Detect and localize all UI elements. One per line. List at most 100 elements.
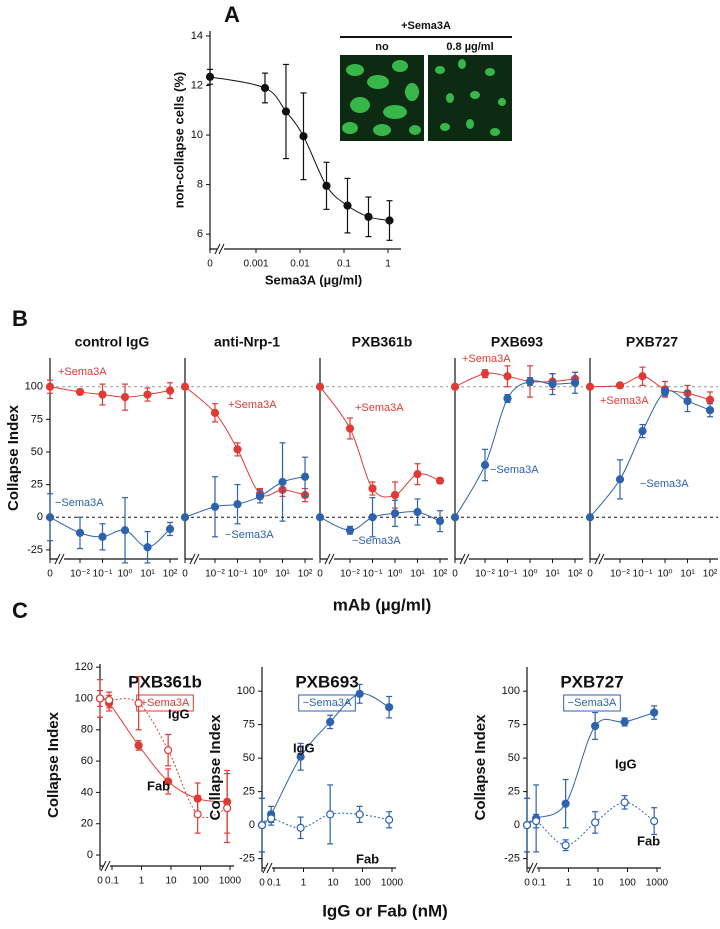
data-point	[233, 500, 242, 509]
x-tick-label: 10¹	[275, 569, 290, 580]
y-tick-label: 120	[75, 661, 93, 673]
chart-title: PXB727	[626, 334, 678, 350]
y-axis-label: non-collapse cells (%)	[171, 72, 186, 209]
axis-break	[327, 554, 334, 564]
data-point	[650, 708, 659, 717]
data-point	[480, 460, 490, 470]
data-point	[435, 476, 445, 485]
x-tick-label: 1	[139, 876, 145, 887]
x-tick-label: 0	[182, 569, 188, 580]
y-tick-label: 50	[508, 752, 520, 764]
data-point	[315, 382, 325, 391]
data-point	[120, 393, 130, 402]
data-point	[45, 382, 55, 391]
y-tick-label: 100	[25, 381, 43, 393]
data-point	[343, 201, 352, 210]
data-point	[281, 107, 291, 116]
series-label: IgG	[168, 706, 190, 721]
data-point	[413, 507, 422, 517]
x-tick-label: 10⁰	[657, 569, 672, 580]
data-point	[223, 803, 232, 813]
chart-title: anti-Nrp-1	[214, 334, 280, 350]
data-point	[300, 472, 310, 481]
data-point	[570, 378, 580, 387]
axis-break	[531, 862, 538, 874]
x-tick-label: 10⁻¹	[633, 569, 653, 580]
data-point	[210, 408, 220, 417]
series-label: −Sema3A	[640, 478, 689, 490]
data-point	[705, 395, 715, 404]
chart-title: control IgG	[75, 334, 150, 350]
data-point	[615, 475, 625, 484]
series-label: IgG	[615, 756, 637, 771]
y-tick-label: 8	[197, 178, 203, 190]
axis-break	[462, 554, 469, 564]
data-point	[326, 717, 335, 727]
series-label: IgG	[293, 740, 315, 755]
data-point	[326, 810, 335, 819]
axis-break	[324, 553, 331, 565]
data-point	[450, 513, 460, 522]
data-point	[165, 524, 175, 534]
axis-break	[103, 861, 110, 871]
data-point	[480, 369, 490, 378]
condition-label: −Sema3A	[303, 697, 352, 709]
data-point	[585, 513, 595, 522]
x-tick-label: 10⁻²	[340, 569, 360, 580]
condition-box	[298, 694, 356, 712]
y-tick-label: 25	[243, 786, 255, 798]
data-point	[267, 814, 276, 823]
panel-label: A	[224, 2, 240, 27]
data-point	[143, 390, 152, 399]
axis-break	[463, 553, 470, 565]
x-tick-label: 100	[354, 878, 371, 889]
data-point	[180, 513, 190, 522]
y-tick-label: -25	[27, 544, 43, 556]
fit-line	[589, 390, 711, 518]
fit-line	[184, 476, 306, 518]
data-point	[620, 798, 629, 807]
y-tick-label: -25	[504, 853, 520, 865]
y-tick-label: 100	[502, 685, 520, 697]
y-tick-label: 100	[237, 685, 255, 697]
data-point	[322, 181, 331, 190]
x-tick-label: 0	[587, 569, 593, 580]
data-point	[660, 387, 670, 397]
data-point	[255, 492, 265, 501]
axis-break	[58, 553, 65, 565]
x-tick-label: 0.01	[290, 259, 310, 270]
data-point	[705, 406, 715, 415]
fit-line	[261, 693, 390, 826]
y-tick-label: 0	[514, 819, 520, 831]
data-point	[75, 528, 85, 537]
data-point	[278, 477, 287, 487]
x-tick-label: 1	[301, 878, 307, 889]
axis-break	[54, 553, 61, 565]
data-point	[257, 821, 267, 830]
data-point	[205, 72, 215, 81]
panel-label: B	[12, 306, 28, 331]
data-point	[638, 426, 647, 436]
y-tick-label: 75	[31, 413, 43, 425]
data-point	[364, 212, 373, 221]
y-axis-label: Collapse Index	[472, 714, 489, 821]
data-point	[345, 526, 355, 535]
axis-break	[328, 553, 335, 565]
data-point	[385, 703, 394, 712]
y-tick-label: 12	[191, 79, 203, 91]
x-tick-label: 10¹	[545, 569, 560, 580]
x-tick-label: 0.1	[532, 878, 546, 889]
data-point	[355, 810, 364, 819]
x-tick-label: 10²	[703, 569, 718, 580]
x-tick-label: 10²	[163, 569, 178, 580]
x-tick-label: 10⁻²	[70, 569, 90, 580]
x-tick-label: 0.001	[243, 259, 268, 270]
x-tick-label: 0.1	[105, 876, 119, 887]
axis-break	[192, 554, 199, 564]
y-tick-label: 25	[508, 786, 520, 798]
axis-break	[100, 860, 107, 872]
data-point	[165, 386, 175, 395]
inset-label: 0.8 µg/ml	[446, 41, 493, 53]
chart-title: PXB361b	[128, 672, 202, 691]
